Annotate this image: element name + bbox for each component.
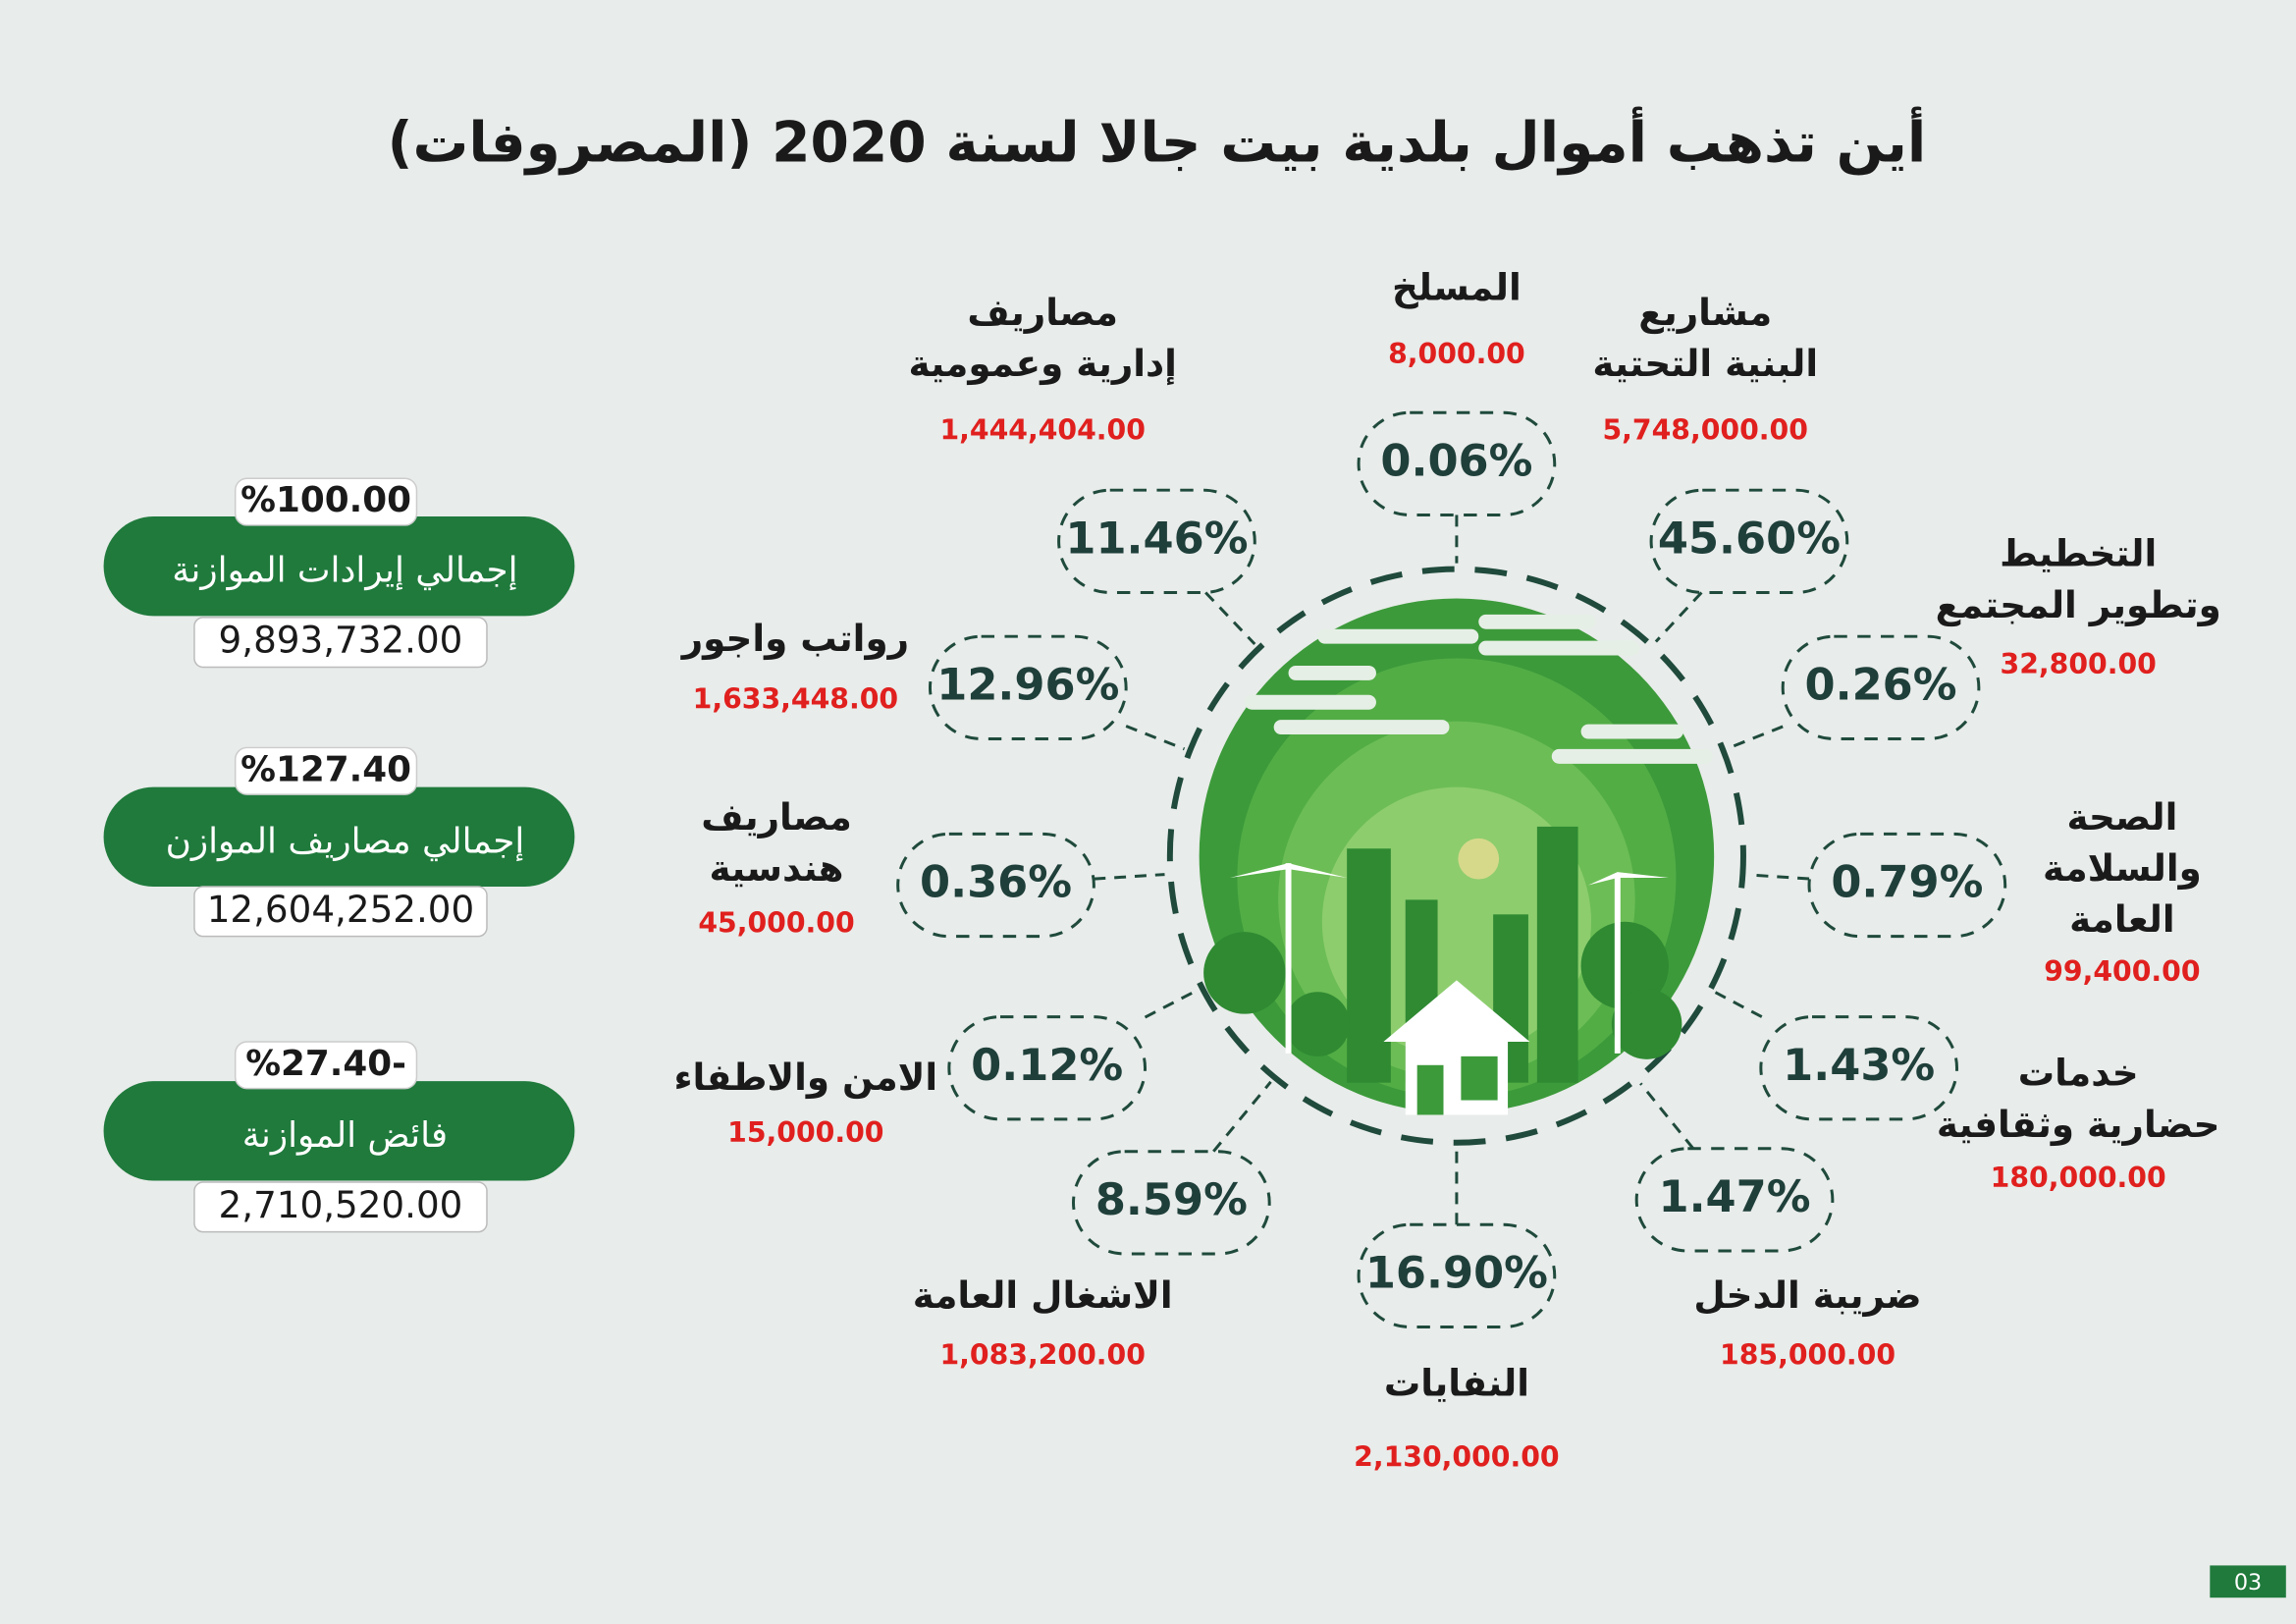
summary-label: فائض الموازنة [242, 1115, 448, 1156]
amount: 185,000.00 [1720, 1338, 1896, 1371]
item-label: الصحة [2066, 795, 2177, 839]
percent-bubble [928, 634, 1128, 740]
percent: 0.06% [1380, 435, 1532, 486]
item-label: الاشغال العامة [913, 1273, 1173, 1317]
connector [1654, 591, 1703, 643]
item-label: البنية التحتية [1592, 342, 1818, 385]
summary-percent: %127.40 [240, 749, 411, 789]
amount-box [193, 617, 488, 669]
percent-bubble [1057, 488, 1256, 594]
amount: 99,400.00 [2044, 955, 2200, 988]
percent: 12.96% [936, 659, 1119, 710]
item-label: وتطوير المجتمع [1936, 583, 2221, 626]
summary-percent: %27.40- [245, 1044, 406, 1084]
percent-tag [234, 477, 418, 526]
title: أين تذهب أموال بلدية بيت جالا لسنة 2020 … [388, 107, 1927, 176]
item-label: حضارية وثقافية [1937, 1103, 2220, 1146]
illustration [1166, 566, 1746, 1146]
percent: 0.26% [1805, 659, 1957, 710]
amount: 32,800.00 [2001, 648, 2157, 680]
item-label: والسلامة [2043, 846, 2202, 890]
summary-pill [103, 786, 575, 887]
page-number: 03 [2234, 1570, 2262, 1596]
amount: 180,000.00 [1991, 1162, 2166, 1194]
percent-tag [234, 1041, 418, 1090]
connector [1728, 725, 1784, 750]
item-label: خدمات [2018, 1052, 2139, 1095]
item-label: النفايات [1384, 1362, 1529, 1405]
amount-box [193, 1181, 488, 1233]
percent: 45.60% [1658, 513, 1841, 564]
item-label: رواتب واجور [680, 617, 909, 660]
summary-pill [103, 516, 575, 617]
amount-box [193, 886, 488, 938]
connector [1212, 1080, 1272, 1153]
percent: 0.36% [920, 857, 1072, 908]
percent: 11.46% [1065, 513, 1248, 564]
connector [1714, 991, 1763, 1018]
item-label: مصاريف [967, 291, 1118, 334]
item-label: مشاريع [1638, 291, 1772, 334]
amount: 1,083,200.00 [939, 1338, 1145, 1371]
connector [1748, 873, 1810, 881]
item-label: الامن والاطفاء [673, 1056, 937, 1099]
percent: 8.59% [1095, 1174, 1248, 1225]
percent-bubble [1807, 832, 2007, 939]
percent-bubble [1649, 488, 1849, 594]
amount: 8,000.00 [1388, 338, 1525, 370]
percent-bubble [947, 1015, 1148, 1121]
item-label: العامة [2069, 897, 2174, 941]
connector [1125, 725, 1186, 751]
percent: 16.90% [1365, 1247, 1548, 1298]
amount: 5,748,000.00 [1602, 414, 1807, 447]
percent: 1.43% [1783, 1040, 1935, 1091]
percent: 0.12% [971, 1040, 1123, 1091]
connector [1144, 989, 1198, 1019]
percent-bubble [896, 832, 1095, 939]
item-label: ضريبة الدخل [1693, 1273, 1921, 1317]
summary-amount: 12,604,252.00 [207, 888, 475, 931]
page-number-box [2210, 1565, 2286, 1598]
amount: 45,000.00 [698, 907, 854, 940]
percent-bubble [1759, 1015, 1959, 1121]
item-label: المسلخ [1392, 266, 1522, 309]
summary-pill [103, 1081, 575, 1181]
percent-tag [234, 746, 418, 795]
amount: 15,000.00 [727, 1116, 883, 1149]
connector [1639, 1082, 1695, 1150]
percent-bubble [1357, 1222, 1557, 1329]
percent-bubble [1357, 410, 1557, 517]
item-label: إدارية وعمومية [908, 342, 1176, 386]
amount: 1,633,448.00 [693, 683, 898, 716]
summary-label: إجمالي إيرادات الموازنة [172, 551, 517, 591]
percent-bubble [1781, 634, 1981, 740]
percent: 0.79% [1831, 857, 1983, 908]
amount: 1,444,404.00 [939, 414, 1145, 447]
item-label: التخطيط [2000, 532, 2157, 575]
amount: 2,130,000.00 [1354, 1441, 1559, 1474]
item-label: هندسية [710, 846, 844, 890]
summary-percent: %100.00 [240, 480, 411, 520]
summary-amount: 2,710,520.00 [219, 1183, 463, 1226]
percent-bubble [1634, 1147, 1835, 1253]
item-label: مصاريف [701, 795, 852, 839]
summary-amount: 9,893,732.00 [219, 619, 463, 662]
percent: 1.47% [1659, 1171, 1811, 1222]
summary-label: إجمالي مصاريف الموازن [166, 821, 525, 861]
percent-bubble [1072, 1150, 1271, 1256]
